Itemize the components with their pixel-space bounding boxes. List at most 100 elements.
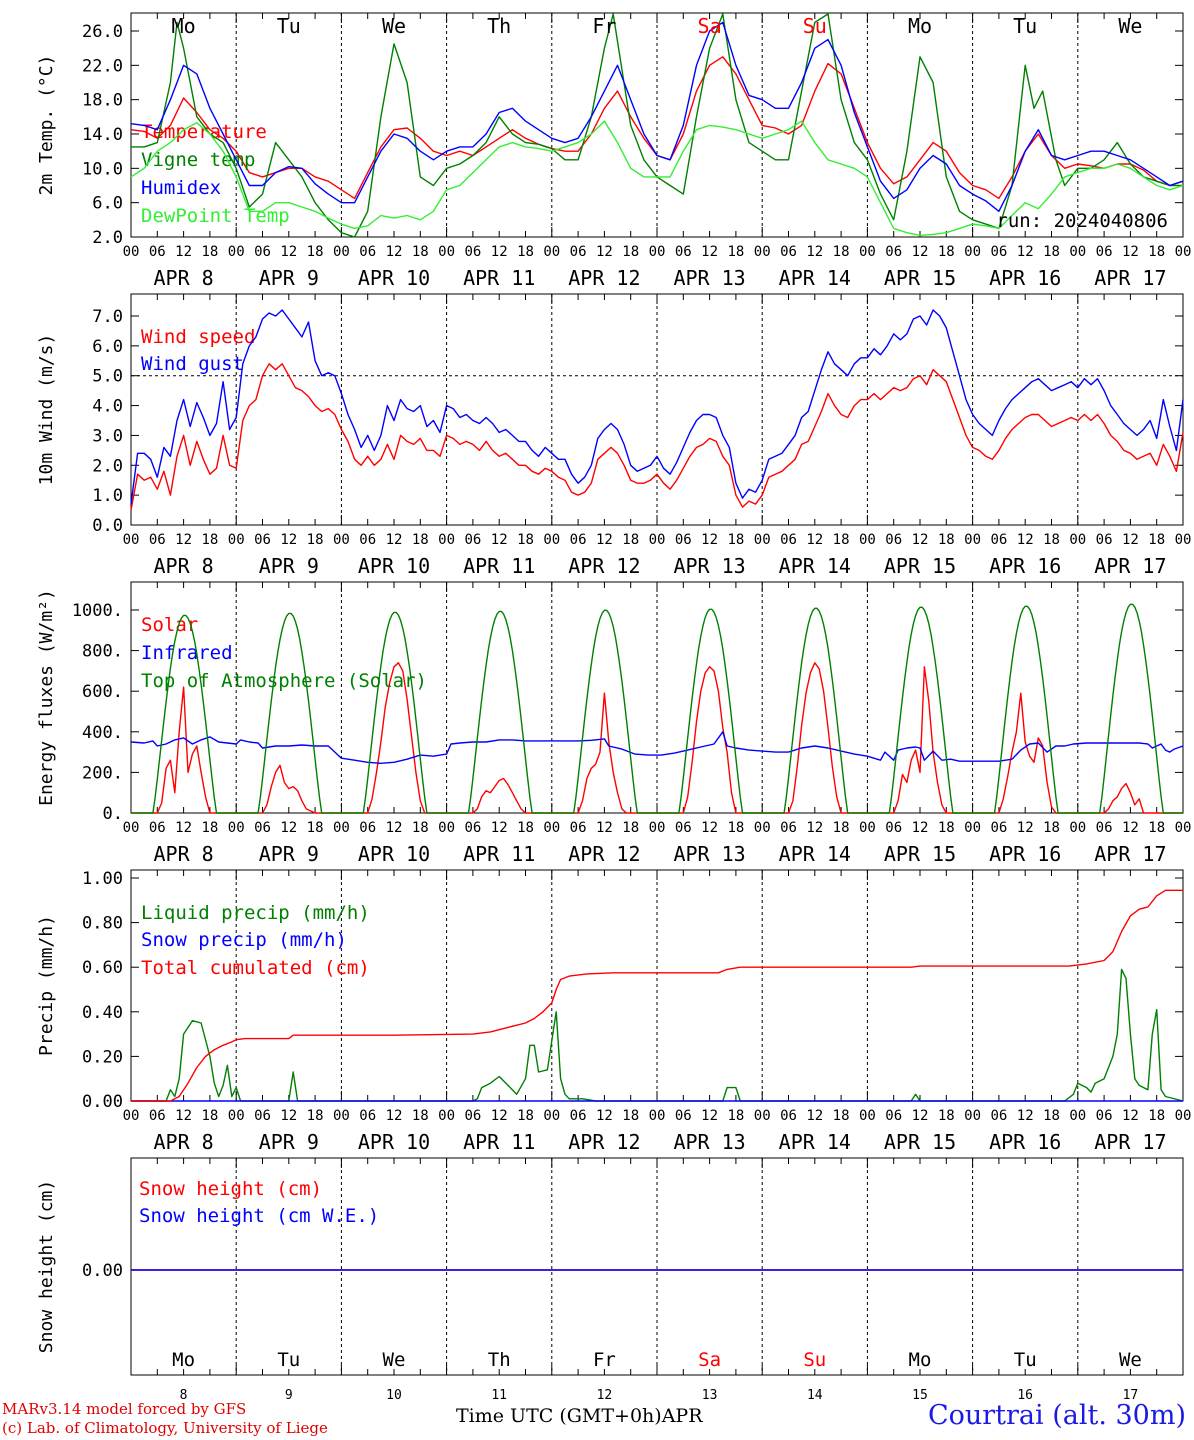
x-date-label: APR 9 — [259, 266, 319, 290]
x-hour-label: 12 — [386, 1108, 403, 1124]
day-number-label: 11 — [491, 1388, 507, 1403]
x-hour-label: 00 — [1175, 1108, 1192, 1124]
y-tick-label: 2.0 — [92, 228, 123, 248]
x-hour-label: 18 — [307, 1108, 324, 1124]
y-tick-label: 0.80 — [82, 914, 123, 934]
x-hour-label: 00 — [1175, 820, 1192, 836]
x-hour-label: 00 — [1175, 244, 1192, 260]
x-hour-label: 12 — [386, 820, 403, 836]
x-hour-label: 00 — [649, 820, 666, 836]
x-hour-label: 00 — [859, 244, 876, 260]
weekday-label-top: Fr — [592, 14, 616, 38]
x-hour-label: 12 — [491, 244, 508, 260]
x-hour-label: 06 — [990, 532, 1007, 548]
x-hour-label: 18 — [1148, 532, 1165, 548]
weekday-label-top: Th — [487, 14, 511, 38]
x-hour-label: 06 — [149, 532, 166, 548]
legend-entry: Infrared — [141, 642, 233, 664]
day-number-label: 8 — [180, 1388, 188, 1403]
x-hour-label: 00 — [754, 532, 771, 548]
x-hour-label: 06 — [464, 532, 481, 548]
weekday-label-top: Tu — [1013, 14, 1037, 38]
x-date-label: APR 17 — [1094, 1130, 1166, 1154]
weekday-label-bottom: Tu — [1014, 1349, 1037, 1371]
x-hour-label: 06 — [570, 532, 587, 548]
x-hour-label: 00 — [333, 244, 350, 260]
x-hour-label: 12 — [1017, 532, 1034, 548]
x-hour-label: 06 — [885, 532, 902, 548]
weekday-label-bottom: Sa — [698, 1349, 721, 1371]
x-hour-label: 00 — [228, 244, 245, 260]
weekday-label-bottom: We — [1119, 1349, 1142, 1371]
x-hour-label: 00 — [543, 244, 560, 260]
series-line-infrared — [130, 731, 1184, 764]
x-hour-label: 18 — [307, 532, 324, 548]
x-hour-label: 00 — [754, 1108, 771, 1124]
x-date-label: APR 15 — [884, 1130, 956, 1154]
x-hour-label: 06 — [149, 820, 166, 836]
x-hour-label: 06 — [1096, 532, 1113, 548]
y-tick-label: 0.00 — [82, 1092, 123, 1112]
series-line-wind-speed — [130, 363, 1184, 511]
x-hour-label: 00 — [649, 244, 666, 260]
x-hour-label: 00 — [543, 532, 560, 548]
x-hour-label: 00 — [228, 1108, 245, 1124]
x-hour-label: 06 — [464, 1108, 481, 1124]
x-hour-label: 06 — [780, 532, 797, 548]
x-hour-label: 00 — [1069, 532, 1086, 548]
x-hour-label: 00 — [333, 532, 350, 548]
x-hour-label: 12 — [1017, 820, 1034, 836]
weekday-label-bottom: Fr — [593, 1349, 616, 1371]
x-hour-label: 00 — [438, 244, 455, 260]
y-tick-label: 1000. — [72, 601, 123, 621]
x-hour-label: 18 — [517, 1108, 534, 1124]
x-date-label: APR 16 — [989, 842, 1061, 866]
legend-entry: Solar — [141, 614, 198, 636]
x-hour-label: 12 — [701, 532, 718, 548]
x-hour-label: 00 — [1069, 820, 1086, 836]
day-number-label: 17 — [1123, 1388, 1139, 1403]
x-hour-label: 00 — [123, 532, 140, 548]
x-date-label: APR 10 — [358, 554, 430, 578]
x-hour-label: 06 — [359, 244, 376, 260]
x-hour-label: 00 — [123, 244, 140, 260]
legend-entry: Snow precip (mm/h) — [141, 929, 347, 951]
x-hour-label: 12 — [596, 1108, 613, 1124]
location-title: Courtrai (alt. 30m) — [927, 1400, 1186, 1431]
x-hour-label: 06 — [149, 1108, 166, 1124]
x-hour-label: 06 — [1096, 1108, 1113, 1124]
x-hour-label: 00 — [543, 1108, 560, 1124]
legend-entry: Wind speed — [141, 326, 255, 348]
y-tick-label: 7.0 — [92, 307, 123, 327]
x-hour-label: 00 — [438, 532, 455, 548]
y-tick-label: 5.0 — [92, 367, 123, 387]
x-hour-label: 06 — [885, 1108, 902, 1124]
x-hour-label: 12 — [596, 244, 613, 260]
series-line-humidex — [130, 21, 1184, 212]
x-date-label: APR 12 — [568, 842, 640, 866]
x-date-label: APR 8 — [153, 554, 213, 578]
x-hour-label: 18 — [1043, 532, 1060, 548]
y-tick-label: 18.0 — [82, 91, 123, 111]
x-hour-label: 12 — [491, 1108, 508, 1124]
x-date-label: APR 14 — [779, 266, 851, 290]
x-hour-label: 18 — [833, 1108, 850, 1124]
x-hour-label: 18 — [622, 532, 639, 548]
x-date-label: APR 8 — [153, 842, 213, 866]
weekday-label-top: Mo — [172, 14, 196, 38]
x-hour-label: 06 — [990, 244, 1007, 260]
x-hour-label: 12 — [280, 244, 297, 260]
weekday-label-bottom: Mo — [909, 1349, 932, 1371]
day-number-label: 13 — [702, 1388, 718, 1403]
x-date-label: APR 10 — [358, 1130, 430, 1154]
x-hour-label: 12 — [175, 244, 192, 260]
x-hour-label: 00 — [543, 820, 560, 836]
weekday-label-bottom: Su — [803, 1349, 826, 1371]
day-number-label: 15 — [912, 1388, 928, 1403]
weekday-label-top: Mo — [908, 14, 932, 38]
x-date-label: APR 16 — [989, 554, 1061, 578]
y-tick-label: 0.0 — [92, 516, 123, 536]
x-hour-label: 12 — [175, 1108, 192, 1124]
series-line-wind-gust — [130, 309, 1184, 505]
x-hour-label: 06 — [1096, 820, 1113, 836]
